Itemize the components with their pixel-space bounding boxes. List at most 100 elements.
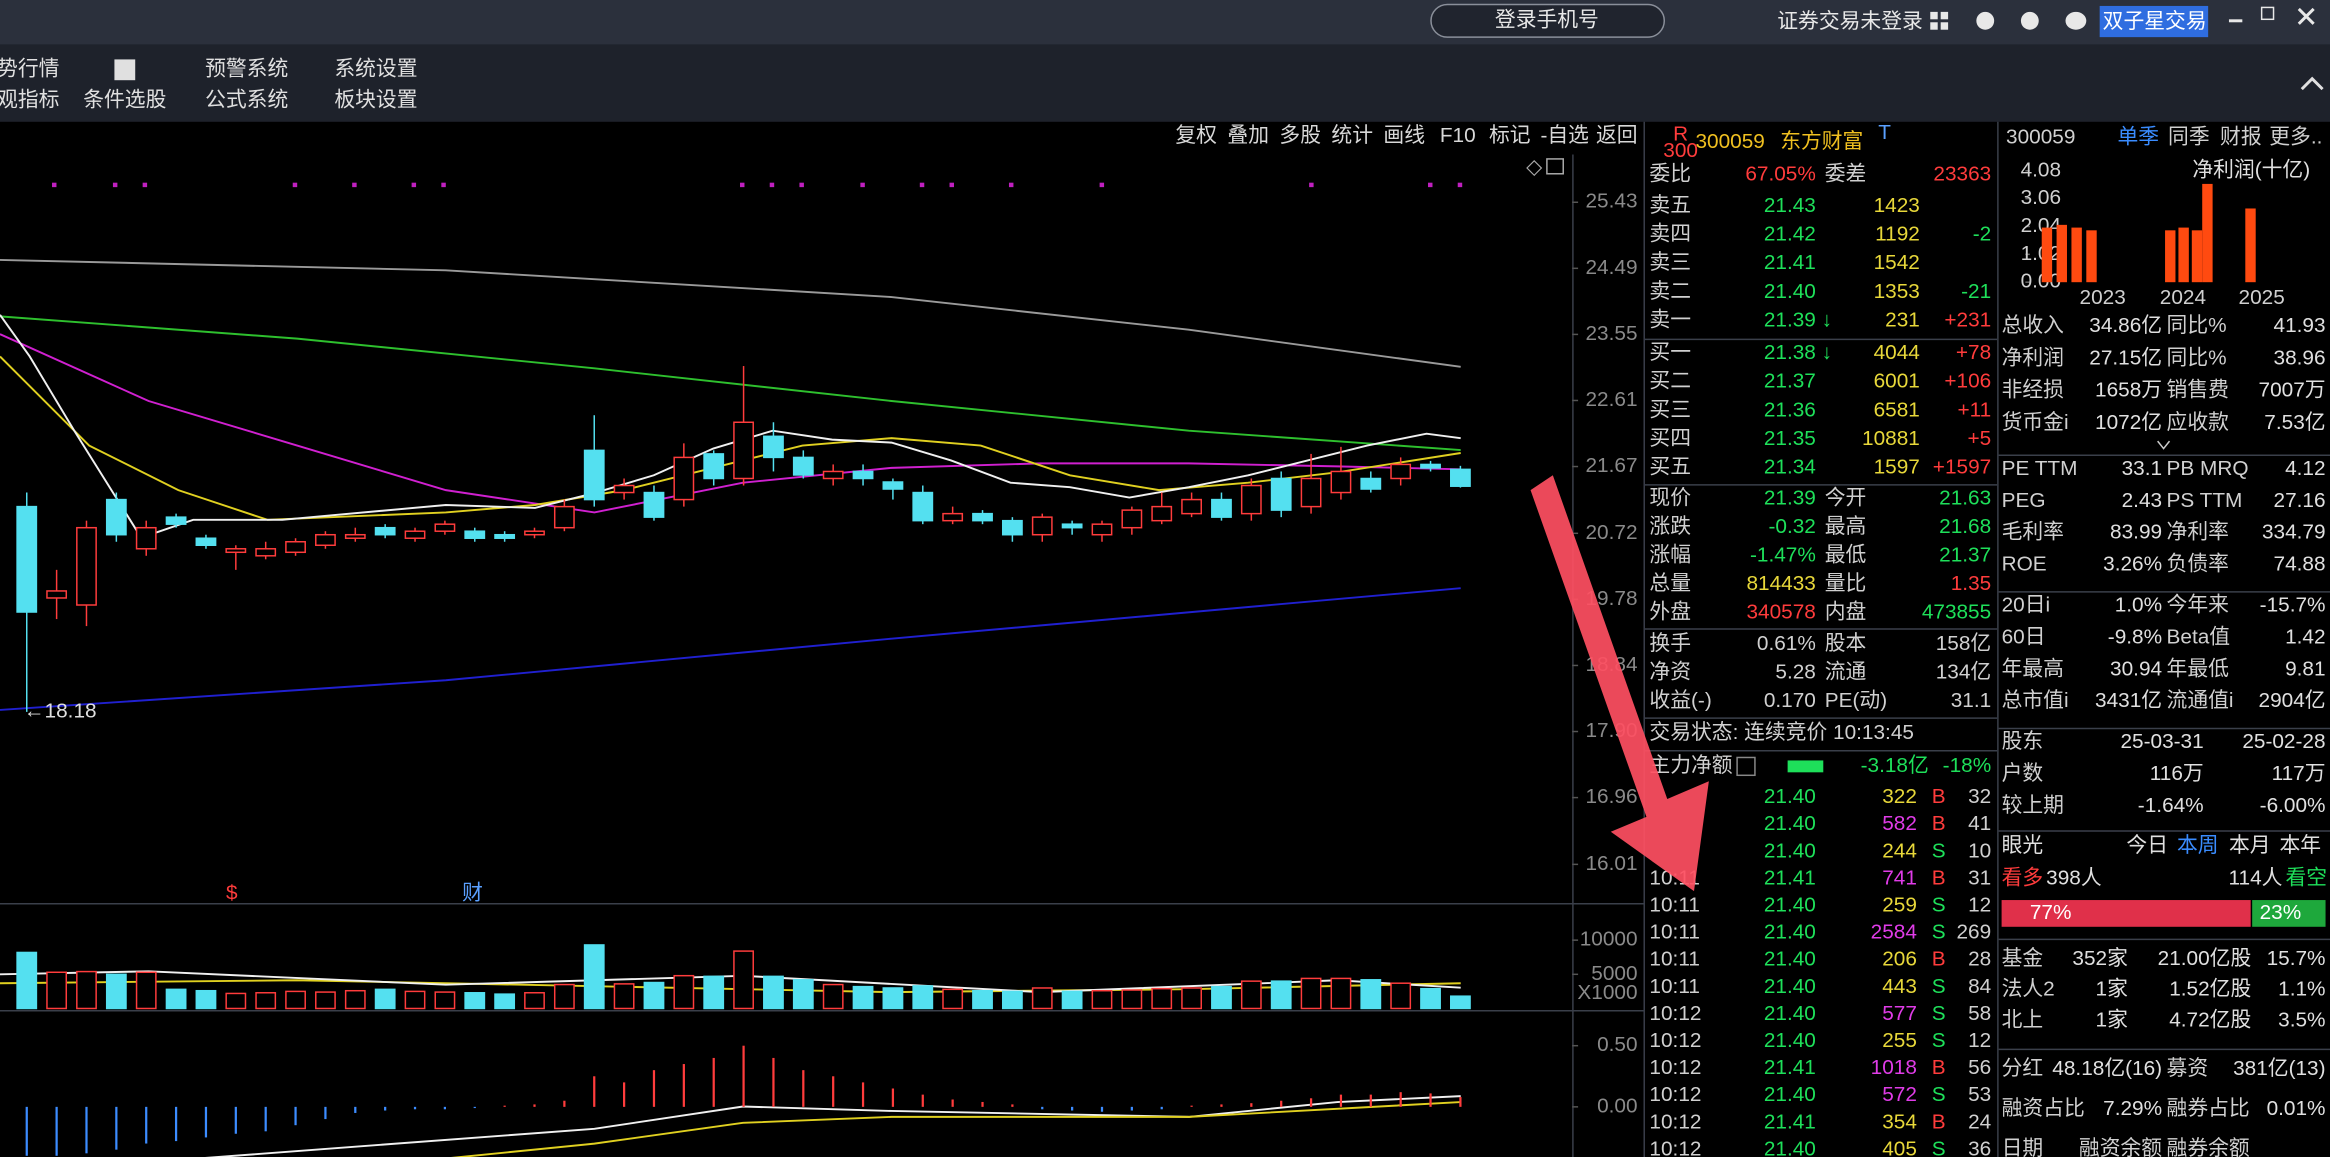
tick-row: 10:12 <box>1649 1056 1701 1079</box>
order-book-cell: 21.38 <box>1764 341 1816 364</box>
expand-icon[interactable] <box>2157 440 2171 450</box>
menu-item[interactable]: 条件选股 <box>83 88 166 111</box>
volume-bar <box>1360 979 1382 1010</box>
market-cell: 年最高 <box>2002 657 2064 680</box>
toolbar-button[interactable]: 标记 <box>1489 124 1531 147</box>
order-book-cell: 卖四 <box>1649 223 1691 246</box>
order-book-cell: 21.39 <box>1764 309 1816 332</box>
login-button[interactable] <box>1430 3 1666 38</box>
volume-bar <box>1181 987 1203 1010</box>
market-cell: 30.94 <box>2110 657 2162 680</box>
finance-tab[interactable]: 单季 <box>2118 126 2160 149</box>
volume-bar <box>763 975 784 1010</box>
y-tick-label: 4.08 <box>2021 158 2061 181</box>
toolbar-button[interactable]: 返回 <box>1596 124 1638 147</box>
volume-bar <box>255 992 277 1010</box>
order-book-cell: ↓ <box>1822 309 1832 332</box>
x-tick-label: 2024 <box>2160 286 2206 309</box>
candle-body <box>613 484 635 494</box>
order-book-cell: +11 <box>1957 398 1991 421</box>
tick-row: 56 <box>1968 1056 1991 1079</box>
tick-row: 12 <box>1968 893 1991 916</box>
order-book-cell: +5 <box>1967 427 1991 450</box>
tick-row: S <box>1932 839 1946 862</box>
volume-bar <box>792 979 814 1010</box>
toolbar-button[interactable]: 多股 <box>1279 124 1321 147</box>
quote-stat: 流通 <box>1825 661 1867 684</box>
login-label[interactable]: 登录手机号 <box>1495 8 1599 31</box>
tick-row: 84 <box>1968 975 1991 998</box>
tick-row: S <box>1932 893 1946 916</box>
menu-item[interactable]: 板块设置 <box>334 88 417 111</box>
y-tick-label: 20.72 <box>1586 521 1638 544</box>
tick-row: 577 <box>1882 1002 1917 1025</box>
sentiment-tab[interactable]: 本月 <box>2229 834 2271 857</box>
volume-bar <box>613 983 635 1010</box>
toolbar-button[interactable]: 叠加 <box>1227 124 1269 147</box>
menu-item[interactable]: 预警系统 <box>205 57 288 80</box>
y-tick-label: 1.02 <box>2021 242 2061 265</box>
volume-bar <box>583 944 605 1010</box>
candle-body <box>822 470 844 480</box>
volume-bar <box>285 990 306 1010</box>
collapse-icon[interactable] <box>2300 76 2324 91</box>
toolbar-button[interactable]: 复权 <box>1175 124 1217 147</box>
main-flow: -18% <box>1943 754 1992 777</box>
candle-body <box>733 421 754 480</box>
flow-bar <box>1787 760 1824 773</box>
tick-row: 10:12 <box>1649 1002 1701 1025</box>
profit-bar <box>2041 227 2053 283</box>
y-tick-label: 24.49 <box>1586 256 1638 279</box>
layout-icon[interactable] <box>1546 158 1564 175</box>
toolbar-button[interactable]: F10 <box>1440 124 1476 147</box>
tick-row: 10:12 <box>1649 1029 1701 1052</box>
order-book-cell: 1542 <box>1874 251 1920 274</box>
y-tick-label: 0.50 <box>1597 1033 1637 1056</box>
candle-body <box>46 590 68 599</box>
y-tick-label: 19.78 <box>1586 587 1638 610</box>
volume-bar <box>1091 989 1113 1010</box>
menu-item[interactable]: 系统设置 <box>334 57 417 80</box>
finance-tab[interactable]: 财报 <box>2220 126 2262 149</box>
menu-item[interactable]: 观指标 <box>0 88 59 111</box>
candle-body <box>643 491 665 518</box>
y-tick-label: 10000 <box>1580 928 1638 951</box>
order-book-cell: 1597 <box>1874 456 1920 479</box>
quote-stat: -0.32 <box>1768 515 1815 538</box>
candle-body <box>1061 523 1083 529</box>
quote-stat: 总量 <box>1649 572 1691 595</box>
volume-bar <box>673 974 695 1010</box>
holder-cell: 117万 <box>2272 762 2326 785</box>
menu-item[interactable]: 势行情 <box>0 57 59 80</box>
sentiment-tab[interactable]: 本周 <box>2177 834 2219 857</box>
order-book-cell: 买四 <box>1649 427 1691 450</box>
menu-item[interactable]: 公式系统 <box>205 88 288 111</box>
brand-label[interactable]: 双子星交易 <box>2103 10 2207 33</box>
volume-bar <box>16 951 38 1010</box>
quote-stat: 最高 <box>1825 515 1867 538</box>
tick-row: 21.41 <box>1764 866 1816 889</box>
sentiment-tab[interactable]: 今日 <box>2126 834 2168 857</box>
tick-row: B <box>1932 812 1946 835</box>
quote-stat: -1.47% <box>1750 544 1816 567</box>
candle-body <box>942 512 964 522</box>
toolbar-button[interactable]: 统计 <box>1331 124 1373 147</box>
toolbar-button[interactable]: -自选 <box>1540 124 1589 147</box>
misc-cell: 分红 <box>2002 1057 2044 1080</box>
toolbar-button[interactable]: 画线 <box>1383 124 1425 147</box>
y-tick-label: 16.01 <box>1586 852 1638 875</box>
sentiment-label: 77% <box>2030 901 2072 924</box>
quote-stat: 340578 <box>1746 601 1815 624</box>
quote-stat: 换手 <box>1649 632 1691 655</box>
profit-bar <box>2178 227 2189 283</box>
market-cell: 1.0% <box>2115 593 2162 616</box>
quote-stat: 31.1 <box>1951 689 1991 712</box>
volume-bar <box>1211 985 1232 1010</box>
market-cell: 今年来 <box>2167 593 2230 616</box>
draw-icon[interactable]: ◇ <box>1526 155 1543 178</box>
quote-stat: 158亿 <box>1936 632 1991 655</box>
finance-tab[interactable]: 更多.. <box>2269 126 2322 149</box>
brand-button[interactable] <box>2099 5 2209 38</box>
sentiment-tab[interactable]: 本年 <box>2279 834 2321 857</box>
finance-tab[interactable]: 同季 <box>2168 126 2210 149</box>
